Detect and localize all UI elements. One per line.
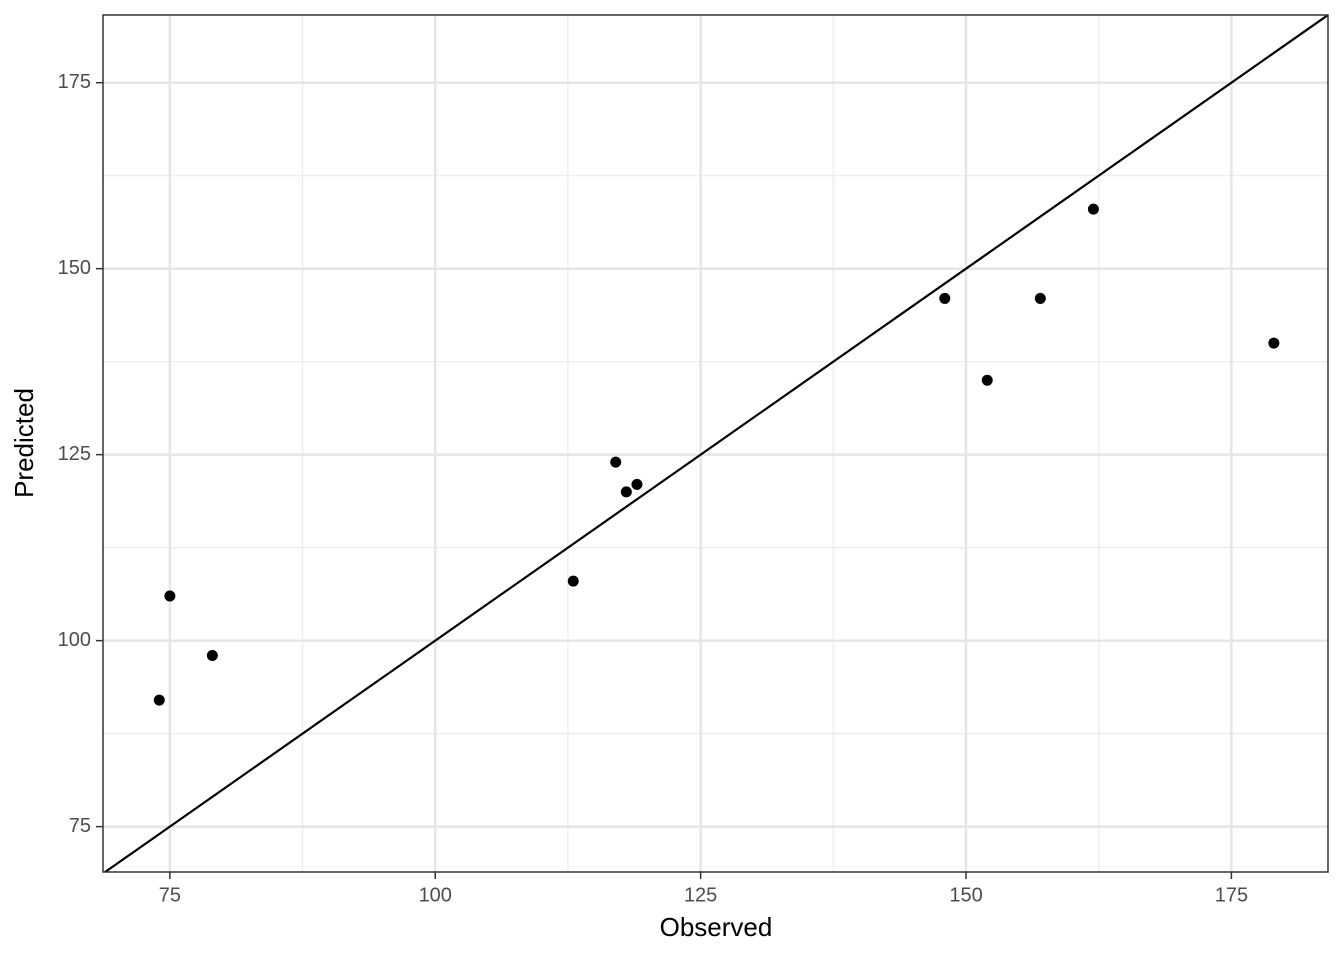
x-tick-label: 175 <box>1215 884 1248 906</box>
point <box>939 292 951 304</box>
x-tick-label: 75 <box>159 884 181 906</box>
marks <box>103 15 1328 872</box>
x-tick-label: 100 <box>419 884 452 906</box>
y-axis-title: Predicted <box>9 388 39 498</box>
point <box>1034 292 1046 304</box>
x-tick-label: 125 <box>684 884 717 906</box>
point <box>981 374 993 386</box>
y-tick-label: 150 <box>58 257 91 279</box>
point <box>1268 337 1280 349</box>
y-tick-label: 75 <box>69 815 91 837</box>
point <box>153 694 165 706</box>
point <box>1087 203 1099 215</box>
y-tick-label: 175 <box>58 71 91 93</box>
x-tick-label: 150 <box>949 884 982 906</box>
point <box>567 575 579 587</box>
point <box>631 478 643 490</box>
y-tick-label: 125 <box>58 443 91 465</box>
grid <box>103 15 1328 872</box>
x-axis-title: Observed <box>660 912 773 942</box>
point <box>610 456 622 468</box>
panel-border <box>102 14 1329 873</box>
reference-line <box>103 15 1328 872</box>
ticks: 75 100 125 150 175 75 100 125 150 175 <box>58 71 1248 906</box>
point <box>206 650 218 662</box>
point <box>620 486 632 498</box>
y-tick-label: 100 <box>58 629 91 651</box>
point <box>164 590 176 602</box>
